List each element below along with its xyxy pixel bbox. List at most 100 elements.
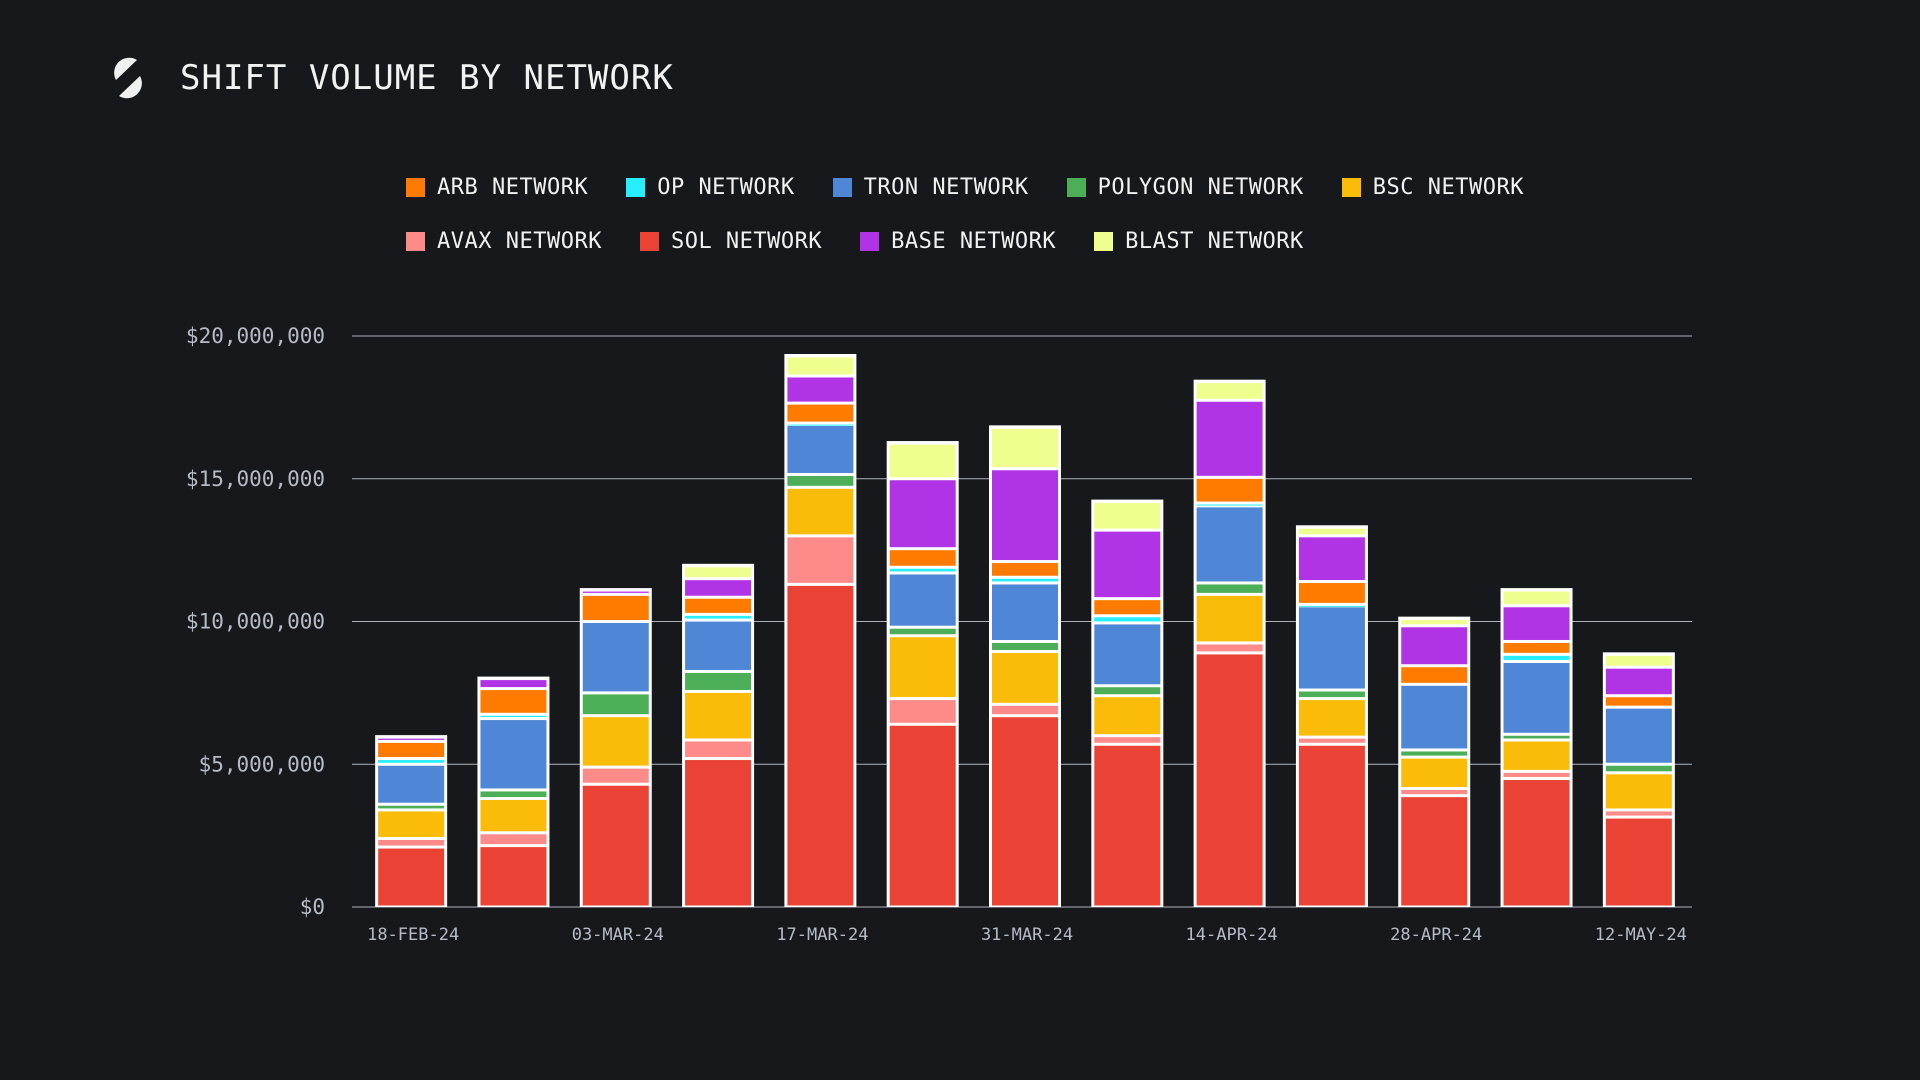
bar-segment-tron-network[interactable]	[480, 720, 547, 789]
bar-segment-avax-network[interactable]	[582, 768, 649, 783]
bar-segment-avax-network[interactable]	[1503, 772, 1570, 778]
bar-segment-sol-network[interactable]	[378, 848, 445, 906]
bar-segment-sol-network[interactable]	[480, 847, 547, 906]
bar-segment-avax-network[interactable]	[889, 700, 956, 723]
bar-segment-arb-network[interactable]	[889, 550, 956, 566]
bar-stack-05-may-24[interactable]	[1500, 588, 1573, 907]
bar-segment-op-network[interactable]	[1094, 617, 1161, 622]
bar-segment-base-network[interactable]	[378, 738, 445, 740]
bar-segment-tron-network[interactable]	[1401, 685, 1468, 749]
bar-stack-24-mar-24[interactable]	[886, 441, 959, 907]
bar-segment-op-network[interactable]	[685, 615, 752, 619]
legend-item-arb-network[interactable]: ARB NETWORK	[406, 175, 588, 200]
bar-segment-blast-network[interactable]	[1503, 591, 1570, 605]
bar-stack-28-apr-24[interactable]	[1398, 616, 1471, 907]
bar-segment-bsc-network[interactable]	[787, 488, 854, 535]
bar-segment-base-network[interactable]	[1503, 607, 1570, 640]
bar-segment-arb-network[interactable]	[1298, 583, 1365, 603]
bar-segment-arb-network[interactable]	[480, 690, 547, 713]
bar-segment-bsc-network[interactable]	[1298, 700, 1365, 736]
bar-segment-arb-network[interactable]	[992, 563, 1058, 576]
bar-segment-sol-network[interactable]	[1503, 780, 1570, 906]
bar-segment-blast-network[interactable]	[1094, 503, 1161, 529]
bar-segment-sol-network[interactable]	[1094, 745, 1161, 906]
bar-segment-sol-network[interactable]	[992, 717, 1058, 906]
bar-segment-blast-network[interactable]	[1298, 528, 1365, 535]
bar-segment-tron-network[interactable]	[1605, 708, 1672, 763]
bar-segment-sol-network[interactable]	[685, 760, 752, 906]
legend-item-base-network[interactable]: BASE NETWORK	[860, 229, 1056, 254]
bar-segment-avax-network[interactable]	[1401, 790, 1468, 795]
bar-segment-base-network[interactable]	[480, 680, 547, 688]
bar-segment-bsc-network[interactable]	[889, 637, 956, 698]
bar-segment-tron-network[interactable]	[1503, 662, 1570, 733]
bar-segment-op-network[interactable]	[787, 424, 854, 426]
bar-segment-tron-network[interactable]	[992, 584, 1058, 640]
bar-segment-base-network[interactable]	[1094, 531, 1161, 598]
bar-segment-base-network[interactable]	[685, 580, 752, 596]
bar-segment-arb-network[interactable]	[1196, 478, 1263, 502]
legend-item-bsc-network[interactable]: BSC NETWORK	[1341, 175, 1524, 200]
bar-segment-tron-network[interactable]	[685, 621, 752, 670]
bar-segment-arb-network[interactable]	[685, 598, 752, 613]
bar-segment-polygon-network[interactable]	[1196, 584, 1263, 593]
bar-segment-avax-network[interactable]	[685, 741, 752, 758]
bar-segment-blast-network[interactable]	[889, 444, 956, 478]
bar-segment-op-network[interactable]	[480, 715, 547, 718]
bar-segment-polygon-network[interactable]	[480, 791, 547, 798]
legend-item-avax-network[interactable]: AVAX NETWORK	[406, 229, 602, 254]
bar-segment-polygon-network[interactable]	[378, 805, 445, 809]
bar-stack-21-apr-24[interactable]	[1295, 525, 1368, 907]
bar-segment-base-network[interactable]	[1605, 668, 1672, 695]
bar-segment-tron-network[interactable]	[1298, 607, 1365, 689]
bar-segment-polygon-network[interactable]	[889, 628, 956, 635]
bar-segment-avax-network[interactable]	[1196, 644, 1263, 652]
bar-segment-bsc-network[interactable]	[685, 692, 752, 739]
bar-segment-sol-network[interactable]	[1298, 745, 1365, 906]
bar-segment-op-network[interactable]	[1298, 605, 1365, 607]
bar-stack-18-feb-24[interactable]	[375, 735, 448, 907]
bar-segment-polygon-network[interactable]	[1401, 751, 1468, 756]
bar-segment-sol-network[interactable]	[1605, 818, 1672, 906]
bar-segment-sol-network[interactable]	[1196, 654, 1263, 906]
bar-segment-sol-network[interactable]	[582, 785, 649, 906]
bar-segment-bsc-network[interactable]	[480, 800, 547, 832]
bar-segment-bsc-network[interactable]	[1094, 697, 1161, 735]
legend-item-tron-network[interactable]: TRON NETWORK	[832, 175, 1029, 200]
bar-stack-07-apr-24[interactable]	[1091, 499, 1164, 907]
bar-segment-avax-network[interactable]	[787, 537, 854, 583]
bar-segment-tron-network[interactable]	[582, 623, 649, 692]
bar-stack-14-apr-24[interactable]	[1193, 379, 1266, 907]
bar-segment-blast-network[interactable]	[1605, 655, 1672, 666]
bar-segment-polygon-network[interactable]	[787, 475, 854, 486]
bar-segment-arb-network[interactable]	[787, 404, 854, 422]
bar-segment-tron-network[interactable]	[787, 426, 854, 473]
bar-segment-polygon-network[interactable]	[992, 642, 1058, 650]
bar-segment-base-network[interactable]	[1196, 401, 1263, 476]
bar-stack-12-may-24[interactable]	[1602, 652, 1675, 907]
bar-segment-op-network[interactable]	[1196, 504, 1263, 506]
bar-segment-base-network[interactable]	[582, 591, 649, 593]
bar-segment-avax-network[interactable]	[1298, 738, 1365, 743]
bar-segment-blast-network[interactable]	[787, 357, 854, 375]
legend-item-polygon-network[interactable]: POLYGON NETWORK	[1066, 175, 1304, 200]
bar-stack-25-feb-24[interactable]	[477, 676, 550, 907]
bar-segment-polygon-network[interactable]	[685, 672, 752, 690]
bar-segment-avax-network[interactable]	[1094, 737, 1161, 743]
bar-segment-base-network[interactable]	[1401, 627, 1468, 665]
bar-segment-arb-network[interactable]	[1503, 642, 1570, 653]
bar-segment-op-network[interactable]	[1503, 655, 1570, 660]
bar-segment-polygon-network[interactable]	[1503, 735, 1570, 739]
bar-segment-op-network[interactable]	[378, 760, 445, 763]
bar-segment-polygon-network[interactable]	[1605, 765, 1672, 772]
bar-segment-blast-network[interactable]	[685, 567, 752, 578]
bar-segment-sol-network[interactable]	[787, 585, 854, 906]
bar-segment-avax-network[interactable]	[992, 705, 1058, 715]
bar-segment-base-network[interactable]	[787, 377, 854, 402]
bar-segment-tron-network[interactable]	[1196, 507, 1263, 582]
bar-segment-polygon-network[interactable]	[582, 694, 649, 715]
bar-segment-blast-network[interactable]	[1196, 383, 1263, 399]
bar-segment-tron-network[interactable]	[889, 574, 956, 626]
bar-stack-03-mar-24[interactable]	[579, 588, 652, 907]
bar-segment-sol-network[interactable]	[1401, 797, 1468, 906]
